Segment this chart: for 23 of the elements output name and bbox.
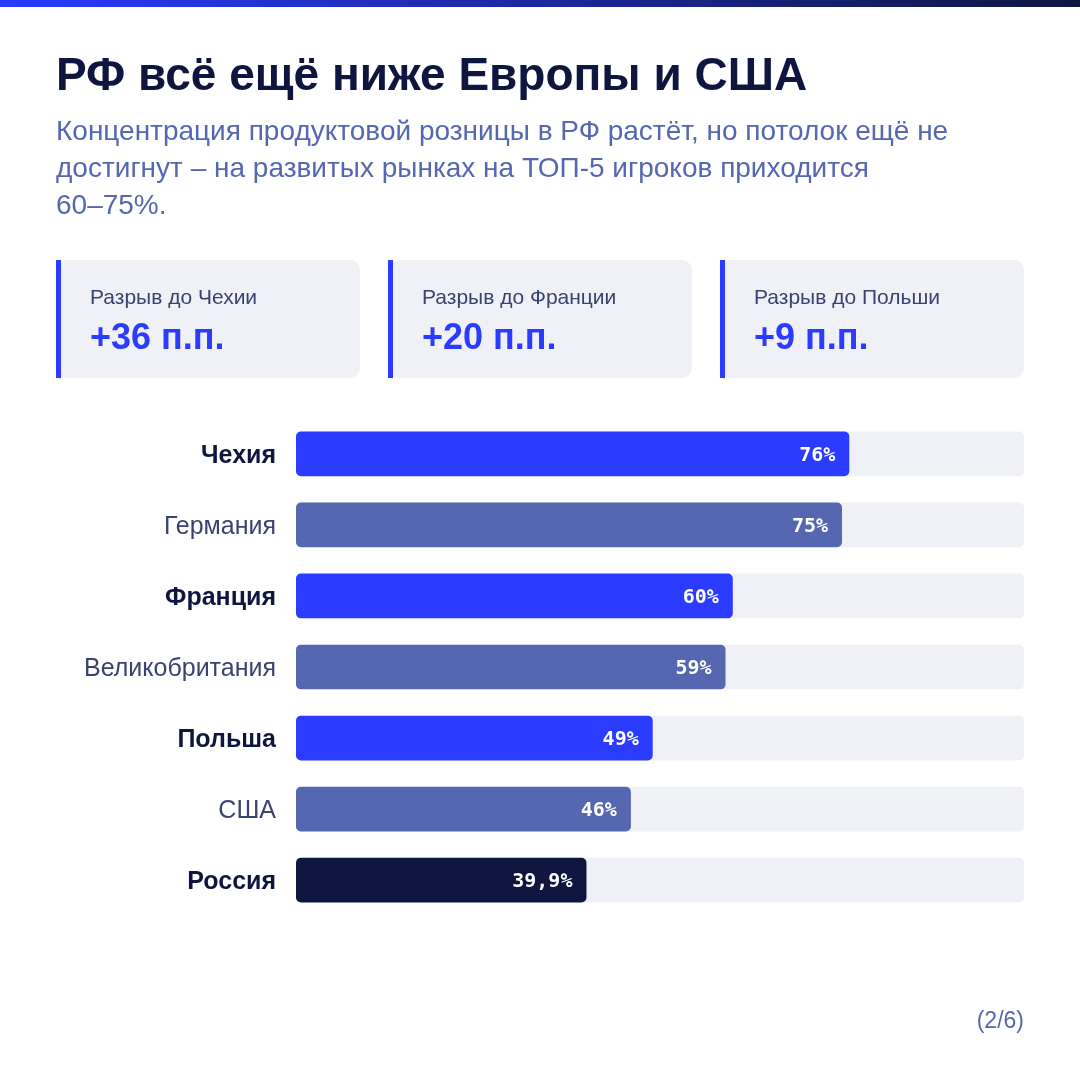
data-label: 39,9% — [512, 868, 573, 893]
y-tick-label: Германия — [163, 510, 276, 539]
y-tick-label: Польша — [177, 723, 278, 752]
y-tick-label: США — [218, 794, 277, 823]
data-label: 75% — [791, 512, 828, 537]
text: Разрыв до Чехии — [90, 285, 258, 308]
data-label: 59% — [675, 655, 712, 679]
text: +36 п.п. — [90, 316, 225, 357]
data-label: 46% — [580, 797, 617, 822]
text: Разрыв до Польши — [754, 285, 940, 308]
y-tick-label: Россия — [187, 865, 276, 894]
data-label: 49% — [602, 726, 639, 751]
chart-title: РФ всё ещё ниже Европы и США — [56, 48, 808, 100]
y-tick-label: Великобритания — [84, 652, 276, 681]
chart-subtitle: Концентрация продуктовой розницы в РФ растёт, но потолок ещё не достигнут – на развитых рынках на ТОП-5 игроков приходится 60–75%. — [56, 115, 949, 220]
data-label: 60% — [682, 583, 719, 608]
text: Разрыв до Франции — [422, 285, 617, 308]
y-tick-label: Чехия — [201, 439, 276, 468]
text: +20 п.п. — [422, 316, 557, 357]
text: +9 п.п. — [754, 316, 869, 357]
text: (2/6) — [976, 1007, 1024, 1033]
data-label: 76% — [799, 441, 836, 466]
y-tick-label: Франция — [165, 581, 276, 610]
